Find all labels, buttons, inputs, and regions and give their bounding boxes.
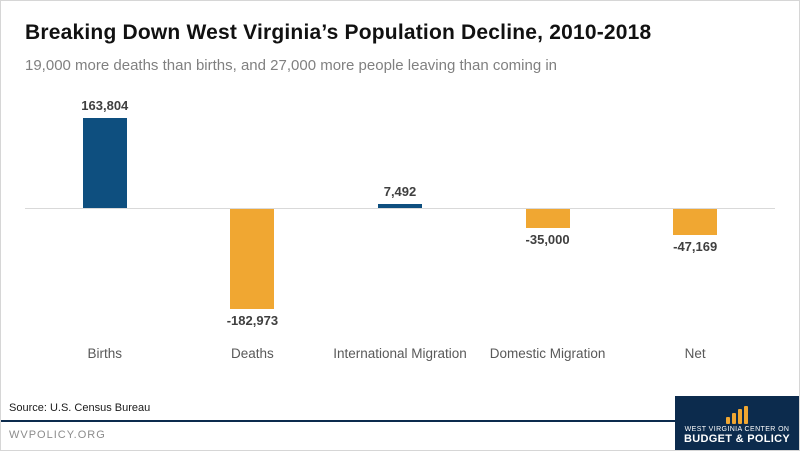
value-label-deaths: -182,973	[226, 313, 279, 328]
bar-column-domestic-migration: -35,000 Domestic Migration	[474, 93, 622, 393]
category-label-international-migration: International Migration	[333, 346, 467, 361]
footer-divider	[1, 420, 675, 422]
bar-domestic-migration	[525, 209, 570, 228]
bar-international-migration	[377, 204, 422, 208]
page-title: Breaking Down West Virginia’s Population…	[25, 21, 652, 44]
logo-org-title: BUDGET & POLICY	[684, 432, 790, 445]
category-label-deaths: Deaths	[231, 346, 274, 361]
category-label-net: Net	[684, 346, 706, 361]
bar-deaths	[230, 209, 275, 309]
website-url: WVPOLICY.ORG	[9, 429, 106, 441]
org-logo: WEST VIRGINIA CENTER ON BUDGET & POLICY	[675, 396, 799, 450]
value-label-births: 163,804	[81, 98, 129, 113]
bar-columns: 163,804 Births -182,973 Deaths 7,492 Internat…	[31, 93, 769, 393]
source-note: Source: U.S. Census Bureau	[9, 402, 151, 414]
bar-column-net: -47,169 Net	[621, 93, 769, 393]
bar-column-international-migration: 7,492 International Migration	[326, 93, 474, 393]
value-label-net: -47,169	[673, 239, 718, 254]
bar-column-deaths: -182,973 Deaths	[179, 93, 327, 393]
bar-chart: 163,804 Births -182,973 Deaths 7,492 Internat…	[25, 93, 775, 393]
value-label-domestic-migration: -35,000	[525, 232, 570, 247]
bar-births	[82, 118, 127, 208]
logo-org-name: WEST VIRGINIA CENTER ON	[684, 425, 790, 433]
bar-chart-icon	[726, 405, 748, 424]
zero-axis-line	[25, 208, 775, 209]
category-label-births: Births	[87, 346, 123, 361]
bar-net	[673, 209, 718, 235]
bar-column-births: 163,804 Births	[31, 93, 179, 393]
category-label-domestic-migration: Domestic Migration	[489, 346, 606, 361]
page-subtitle: 19,000 more deaths than births, and 27,0…	[25, 57, 558, 74]
value-label-international-migration: 7,492	[383, 184, 417, 199]
